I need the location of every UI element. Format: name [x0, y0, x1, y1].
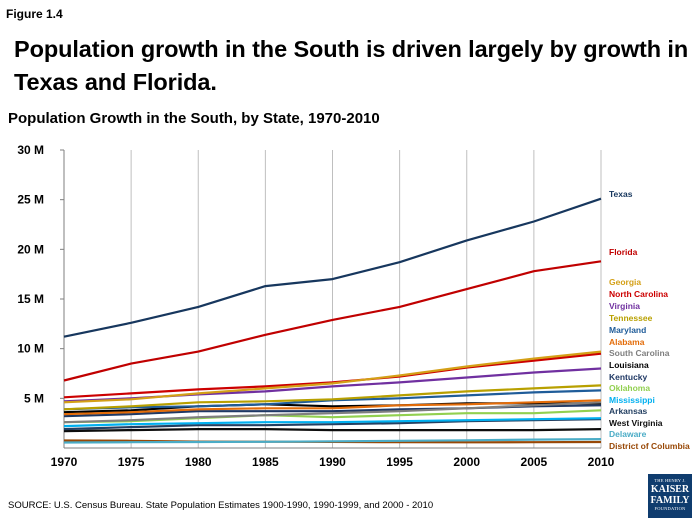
line-chart: 1970 1975 1980 1985 1990 1995 2000 2005 2010 5 M 1… [17, 143, 690, 469]
y-tick-label: 30 M [17, 143, 44, 157]
legend-label-south-carolina: South Carolina [609, 348, 670, 358]
legend-label-louisiana: Louisiana [609, 360, 649, 370]
series-line-tennessee [63, 384, 602, 411]
logo-line-2: KAISER [650, 484, 690, 495]
x-tick-label: 1995 [386, 455, 413, 469]
x-tick-label: 1990 [319, 455, 346, 469]
legend-label-maryland: Maryland [609, 325, 646, 335]
grid [63, 150, 602, 448]
legend-label-district-of-columbia: District of Columbia [609, 441, 690, 451]
x-tick-label: 1985 [252, 455, 279, 469]
x-tick-label: 2005 [521, 455, 548, 469]
legend-label-north-carolina: North Carolina [609, 289, 668, 299]
y-tick-label: 25 M [17, 193, 44, 207]
series-lines [63, 197, 602, 444]
y-tick-label: 20 M [17, 242, 44, 256]
legend-label-texas: Texas [609, 189, 633, 199]
legend-label-west-virginia: West Virginia [609, 418, 663, 428]
series-line-south-carolina [63, 401, 602, 424]
series-line-delaware [63, 438, 602, 444]
logo-line-4: FOUNDATION [654, 506, 686, 511]
axes: 1970 1975 1980 1985 1990 1995 2000 2005 2010 5 M 1… [17, 143, 614, 469]
series-line-west-virginia [63, 428, 602, 433]
logo-line-3: FAMILY [650, 495, 690, 506]
legend: Texas Florida Georgia North Carolina Virgini… [609, 189, 690, 451]
legend-label-kentucky: Kentucky [609, 372, 648, 382]
y-tick-label: 15 M [17, 292, 44, 306]
x-tick-label: 2010 [588, 455, 615, 469]
x-tick-label: 1975 [118, 455, 145, 469]
legend-label-virginia: Virginia [609, 301, 640, 311]
legend-label-alabama: Alabama [609, 337, 645, 347]
legend-label-delaware: Delaware [609, 429, 647, 439]
legend-label-arkansas: Arkansas [609, 406, 648, 416]
legend-label-florida: Florida [609, 247, 638, 257]
kff-logo: THE HENRY J. KAISER FAMILY FOUNDATION [648, 474, 692, 518]
figure-label: Figure 1.4 [6, 7, 63, 21]
series-line-alabama [63, 399, 602, 416]
legend-label-georgia: Georgia [609, 277, 641, 287]
y-tick-label: 10 M [17, 342, 44, 356]
legend-label-oklahoma: Oklahoma [609, 383, 650, 393]
series-line-georgia [63, 350, 602, 404]
page-title: Population growth in the South is driven… [14, 36, 689, 95]
source-note: SOURCE: U.S. Census Bureau. State Popula… [8, 500, 434, 511]
legend-label-tennessee: Tennessee [609, 313, 653, 323]
chart-title: Population Growth in the South, by State… [8, 110, 380, 127]
x-tick-label: 1970 [51, 455, 78, 469]
series-line-texas [63, 197, 602, 338]
y-tick-label: 5 M [24, 391, 44, 405]
x-tick-label: 1980 [185, 455, 212, 469]
legend-label-mississippi: Mississippi [609, 395, 655, 405]
series-line-florida [63, 260, 602, 382]
x-tick-label: 2000 [453, 455, 480, 469]
logo-line-1: THE HENRY J. [654, 478, 686, 483]
series-line-mississippi [63, 417, 602, 428]
